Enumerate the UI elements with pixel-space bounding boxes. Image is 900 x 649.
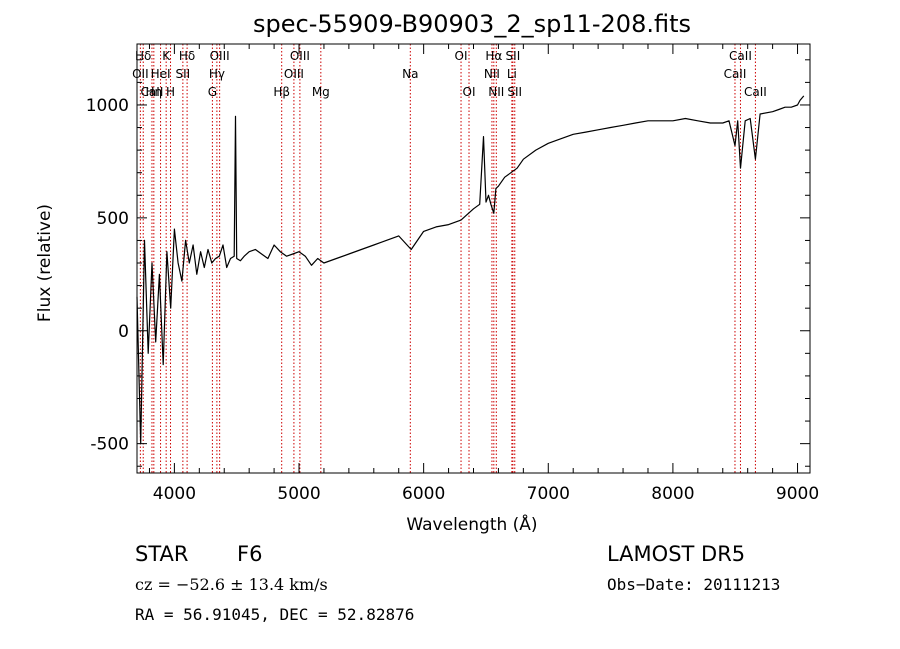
observation-date: Obs−Date: 20111213 [607, 575, 780, 594]
x-tick-label: 7000 [527, 484, 570, 504]
spectral-line-label: CaII [141, 85, 164, 99]
spectral-line-label: Hγ [209, 67, 225, 81]
x-tick-label: 9000 [776, 484, 819, 504]
spectral-line-label: NII [488, 85, 504, 99]
object-subclass: F6 [237, 542, 262, 566]
y-axis-ticks: -500 0 500 1000 [86, 59, 810, 467]
spectral-line-label: OI [455, 49, 468, 63]
spectral-line-label: Li [507, 67, 517, 81]
spectral-line-label: Hδ [135, 49, 151, 63]
y-tick-label: 500 [97, 209, 129, 229]
spectrum-series-line [136, 95, 805, 445]
x-axis-label: Wavelength (Å) [406, 513, 537, 535]
y-tick-label: -500 [90, 435, 129, 455]
spectral-line-label: OIII [284, 67, 304, 81]
plot-frame [136, 43, 811, 474]
y-axis-label: Flux (relative) [35, 204, 55, 322]
spectral-line-label: H [166, 85, 175, 99]
spectral-line-label: Hβ [273, 85, 290, 99]
spectral-line-label: K [162, 49, 171, 63]
x-tick-label: 6000 [402, 484, 445, 504]
x-axis-ticks: 4000 5000 6000 7000 8000 9000 [148, 44, 819, 504]
spectral-line-label: NII [484, 67, 500, 81]
redshift-velocity: cz = −52.6 ± 13.4 km/s [135, 575, 328, 594]
x-tick-label: 5000 [277, 484, 320, 504]
spectral-line-label: OI [463, 85, 476, 99]
spectral-line-label: Mg [312, 85, 330, 99]
spectral-line-label: Hα [485, 49, 502, 63]
object-class: STAR [135, 542, 188, 566]
coordinates: RA = 56.91045, DEC = 52.82876 [135, 605, 414, 624]
spectral-line-markers [139, 44, 756, 473]
y-tick-label: 1000 [86, 96, 129, 116]
y-tick-label: 0 [118, 322, 129, 342]
spectral-line-label: HeI [151, 67, 171, 81]
spectral-line-label: CaII [729, 49, 752, 63]
spectral-line-label: OIII [290, 49, 310, 63]
spectral-line-label: SII [176, 67, 191, 81]
spectral-line-label: Hη [146, 85, 163, 99]
chart-title: spec-55909-B90903_2_sp11-208.fits [253, 10, 691, 38]
x-tick-label: 8000 [651, 484, 694, 504]
spectral-line-label: CaII [744, 85, 767, 99]
spectral-line-label: OIII [210, 49, 230, 63]
spectral-line-label: Hδ [179, 49, 195, 63]
spectral-line-label: Na [402, 67, 418, 81]
series-layer [136, 95, 805, 445]
survey-name: LAMOST DR5 [607, 542, 745, 566]
spectral-line-label: OII [132, 67, 149, 81]
spectral-line-label: SII [507, 85, 522, 99]
spectral-line-label: SII [506, 49, 521, 63]
x-tick-label: 4000 [153, 484, 196, 504]
spectral-line-label: CaII [724, 67, 747, 81]
spectral-line-label: G [208, 85, 217, 99]
